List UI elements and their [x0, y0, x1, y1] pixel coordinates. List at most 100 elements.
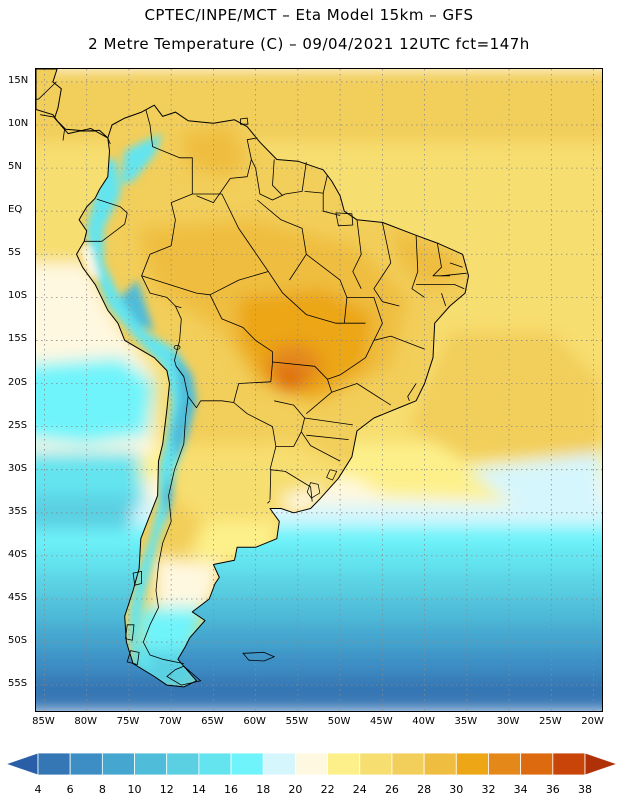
border-line — [142, 396, 189, 664]
colorbar-swatch — [520, 752, 554, 776]
island-coastline — [132, 570, 142, 586]
border-line — [322, 193, 341, 216]
colorbar-swatch — [69, 752, 103, 776]
border-line — [40, 114, 56, 118]
colorbar-swatch — [455, 752, 489, 776]
temperature-map — [35, 68, 603, 712]
latitude-tick-label: 50S — [8, 635, 28, 647]
longitude-tick-label: 55W — [285, 716, 309, 727]
longitude-tick-label: 80W — [74, 716, 97, 727]
border-line — [36, 81, 57, 100]
map-title-line2: 2 Metre Temperature (C) – 09/04/2021 12U… — [88, 35, 530, 53]
latitude-tick-label: 5S — [8, 247, 21, 259]
colorbar-level-label: 22 — [321, 783, 335, 796]
temperature-colorbar: 4 6 8 10 12 14 16 18 20 22 24 26 28 30 32 34 36 38 — [4, 752, 618, 796]
colorbar-level-label: 38 — [578, 783, 592, 796]
longitude-tick-label: 65W — [201, 716, 224, 727]
longitude-tick-label: 60W — [243, 716, 266, 727]
border-line — [306, 253, 348, 324]
colorbar-swatch — [230, 752, 264, 776]
colorbar-swatch — [134, 752, 168, 776]
island-coastline — [240, 117, 249, 125]
lagoon — [306, 482, 321, 499]
colorbar-level-label: 10 — [128, 783, 142, 796]
longitude-tick-label: 40W — [412, 716, 435, 727]
latitude-tick-label: 15N — [8, 74, 29, 86]
border-line — [269, 469, 272, 500]
border-line — [306, 434, 349, 440]
colorbar-level-label: 28 — [417, 783, 431, 796]
border-line — [192, 193, 366, 324]
longitude-tick-label: 85W — [32, 716, 55, 727]
latitude-tick-label: 35S — [8, 505, 28, 517]
border-line — [416, 284, 465, 290]
longitude-tick-label: 45W — [370, 716, 393, 727]
border-line — [251, 159, 307, 201]
border-line — [141, 275, 211, 296]
colorbar-swatch — [423, 752, 457, 776]
longitude-tick-label: 35W — [454, 716, 478, 727]
latitude-tick-label: 55S — [8, 678, 28, 690]
lagoon — [326, 469, 338, 481]
border-line — [441, 292, 447, 307]
island-coastline — [166, 665, 202, 686]
colorbar-level-label: 4 — [35, 783, 42, 796]
border-line — [441, 272, 467, 277]
colorbar-swatch — [295, 752, 328, 776]
map-canvas — [36, 69, 602, 711]
latitude-tick-label: EQ — [8, 204, 23, 216]
colorbar-level-label: 32 — [481, 783, 495, 796]
colorbar-swatch — [262, 752, 296, 776]
border-line — [300, 431, 341, 462]
longitude-tick-label: 70W — [158, 716, 182, 727]
latitude-tick-label: 25S — [8, 419, 28, 431]
colorbar-level-label: 14 — [192, 783, 206, 796]
lake-titicaca — [173, 344, 181, 350]
colorbar-level-label: 26 — [385, 783, 399, 796]
colorbar-level-label: 18 — [256, 783, 270, 796]
border-line — [331, 383, 392, 406]
border-line — [373, 222, 400, 307]
colorbar-low-triangle — [4, 752, 39, 776]
colorbar-level-label: 8 — [99, 783, 106, 796]
colorbar-level-label: 30 — [449, 783, 463, 796]
border-line — [373, 335, 425, 350]
longitude-tick-label: 25W — [539, 716, 562, 727]
colorbar-swatch — [552, 752, 586, 776]
border-line — [145, 109, 193, 246]
border-line — [84, 198, 128, 242]
border-line — [304, 417, 353, 426]
colorbar-level-label: 34 — [514, 783, 528, 796]
colorbar-level-label: 24 — [353, 783, 367, 796]
country-borders — [36, 69, 469, 688]
latitude-tick-label: 5N — [8, 161, 22, 173]
island-coastline — [126, 650, 140, 665]
colorbar-high-triangle — [584, 752, 618, 776]
border-line — [272, 159, 283, 196]
colorbar-swatch — [391, 752, 425, 776]
border-line — [449, 262, 463, 268]
colorbar-swatch — [488, 752, 522, 776]
colorbar-swatch — [101, 752, 135, 776]
colorbar-level-label: 6 — [67, 783, 74, 796]
colorbar-swatch — [37, 752, 71, 776]
latitude-tick-label: 30S — [8, 462, 28, 474]
longitude-tick-label: 50W — [327, 716, 351, 727]
border-line — [411, 235, 425, 298]
border-line — [62, 128, 66, 141]
latitude-tick-label: 45S — [8, 591, 28, 603]
colorbar-swatch — [327, 752, 361, 776]
island-coastline — [125, 624, 135, 641]
border-line — [196, 137, 258, 203]
island-coastline — [267, 500, 271, 504]
border-line — [257, 199, 307, 281]
border-line — [269, 469, 313, 502]
colorbar-swatch — [359, 752, 393, 776]
latitude-tick-label: 40S — [8, 548, 28, 560]
island-coastline — [242, 651, 276, 662]
colorbar-level-label: 20 — [288, 783, 302, 796]
border-line — [407, 383, 417, 401]
border-line — [175, 366, 271, 409]
border-line — [269, 446, 277, 470]
latitude-tick-label: 10S — [8, 290, 28, 302]
